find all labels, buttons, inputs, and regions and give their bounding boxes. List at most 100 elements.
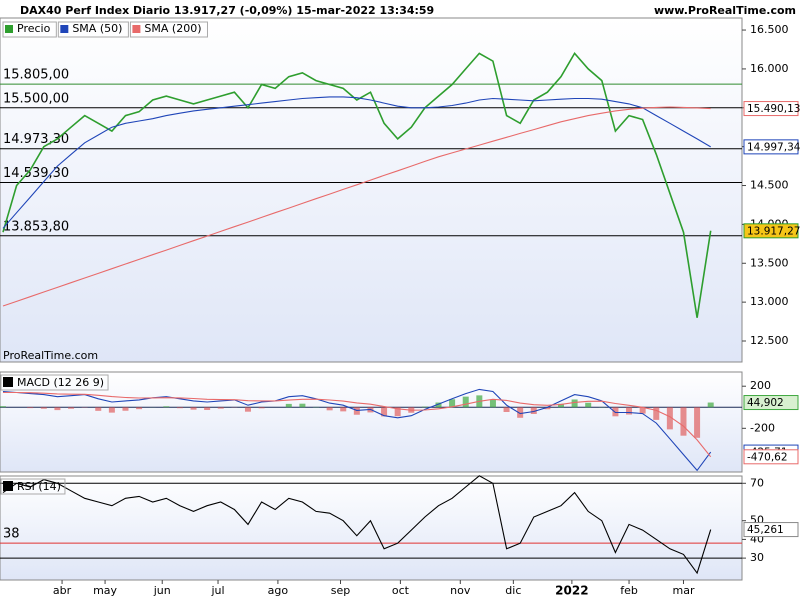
histogram-bar [122, 407, 129, 411]
series-group [2, 52, 712, 318]
histogram-bar [557, 403, 564, 408]
histogram-bar [626, 407, 633, 415]
legend-swatch [60, 25, 69, 33]
series-line [2, 52, 712, 318]
legend-frame [2, 21, 57, 38]
x-tick-label: jun [153, 584, 171, 597]
legend-box [3, 481, 13, 491]
legend-label: SMA (200) [144, 22, 201, 35]
last-value-label: 14.997,34 [747, 141, 800, 153]
header-title: DAX40 Perf Index Diario 13.917,27 (-0,09… [20, 4, 434, 17]
histogram-bar [95, 407, 102, 411]
x-tick-label: abr [53, 584, 72, 597]
level-label: 14.973,30 [3, 132, 69, 147]
level-label: 15.500,00 [3, 91, 69, 106]
x-tick-label: feb [620, 584, 638, 597]
last-value-box [743, 449, 799, 465]
legend-swatch [5, 25, 13, 33]
legend-label: Precio [17, 22, 51, 35]
series-group [0, 388, 714, 472]
watermark: ProRealTime.com [3, 349, 98, 362]
histogram-bar [489, 399, 496, 408]
x-tick-label: 2022 [555, 584, 588, 598]
histogram-bar [517, 407, 524, 418]
histogram-bar [217, 407, 224, 409]
x-tick-label: nov [450, 584, 471, 597]
histogram-bar [353, 407, 360, 415]
last-value-label: 15.490,13 [747, 103, 800, 115]
last-value-label: 44,902 [747, 397, 784, 409]
histogram-bar [27, 407, 34, 409]
panel-title: RSI (14) [17, 480, 61, 493]
y-tick-label: 70 [750, 476, 764, 489]
y-tick-label: 12.500 [750, 334, 789, 347]
histogram-bar [258, 407, 265, 409]
histogram-bar [136, 407, 143, 410]
last-value-label: 45,261 [747, 524, 784, 536]
histogram-bar [530, 407, 537, 414]
panel-area [0, 371, 743, 473]
x-tick-label: oct [392, 584, 410, 597]
legend-label: SMA (50) [72, 22, 122, 35]
histogram-bar [340, 407, 347, 412]
histogram-bar [571, 399, 578, 408]
legend-frame [57, 21, 129, 38]
header-site: www.ProRealTime.com [654, 4, 796, 17]
histogram-bar [54, 407, 61, 411]
y-tick-label: 13.500 [750, 256, 789, 269]
histogram-bar [381, 407, 388, 417]
x-tick-label: ago [268, 584, 289, 597]
last-value-box [743, 101, 799, 117]
last-value-box [743, 395, 799, 411]
y-tick-label: 16.500 [750, 23, 789, 36]
y-tick-label: 30 [750, 551, 764, 564]
y-tick-label: 13.000 [750, 295, 789, 308]
histogram-bar [707, 402, 714, 408]
histogram-bar [449, 399, 456, 408]
histogram-bar [503, 407, 510, 412]
last-value-box [743, 223, 799, 239]
legend-swatch [132, 25, 141, 33]
histogram-bar [299, 403, 306, 408]
x-tick-label: mar [672, 584, 694, 597]
histogram-bar [462, 396, 469, 408]
level-label: 14.539,30 [3, 166, 69, 181]
histogram-bar [190, 407, 197, 410]
panel-area [0, 17, 743, 363]
x-tick-label: may [93, 584, 117, 597]
histogram-bar [326, 407, 333, 411]
histogram-bar [68, 407, 75, 409]
level-label: 38 [3, 527, 20, 542]
series-line [2, 106, 711, 307]
histogram-bar [666, 407, 673, 430]
legend-box [3, 377, 13, 387]
series-line [3, 391, 712, 458]
histogram-bar [585, 402, 592, 408]
last-value-label: 13.917,27 [747, 225, 800, 237]
x-tick-label: sep [331, 584, 350, 597]
panel-title: MACD (12 26 9) [17, 376, 104, 389]
histogram-bar [0, 406, 6, 408]
legend-frame [129, 21, 208, 38]
histogram-bar [176, 407, 183, 409]
histogram-bar [244, 407, 251, 412]
histogram-bar [421, 406, 428, 408]
last-value-label: -470,62 [747, 451, 788, 463]
histogram-bar [108, 407, 115, 413]
histogram-bar [544, 407, 551, 410]
histogram-bar [40, 407, 47, 409]
histogram-bar [204, 407, 211, 410]
level-label: 15.805,00 [3, 68, 69, 83]
series-line [2, 475, 712, 575]
histogram-bar [435, 402, 442, 408]
histogram-bar [394, 407, 401, 417]
series-line [2, 388, 712, 472]
histogram-bar [612, 407, 619, 417]
legend-frame [0, 478, 66, 495]
y-tick-label: 16.000 [750, 62, 789, 75]
last-value-box [743, 139, 799, 155]
histogram-bar [694, 407, 701, 438]
histogram-bar [653, 407, 660, 420]
y-tick-label: -200 [750, 421, 775, 434]
